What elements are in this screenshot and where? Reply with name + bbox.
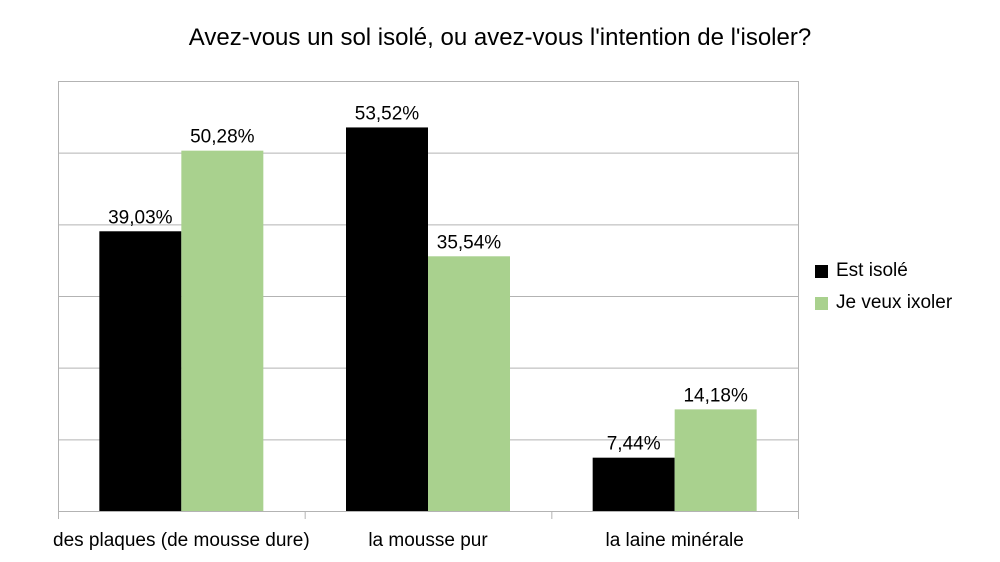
legend-item-est-isole: Est isolé — [815, 255, 952, 287]
legend-swatch-je-veux-ixoler — [815, 296, 828, 310]
data-label: 14,18% — [683, 385, 748, 406]
bar — [181, 150, 264, 511]
bar — [346, 127, 428, 511]
x-tick-label: des plaques (de mousse dure) — [53, 530, 310, 551]
bar — [674, 409, 757, 511]
data-label: 50,28% — [190, 127, 255, 148]
chart-title: Avez-vous un sol isolé, ou avez-vous l'i… — [188, 24, 812, 51]
data-label: 7,44% — [607, 434, 661, 455]
data-label: 53,52% — [355, 103, 420, 124]
legend-swatch-est-isole — [815, 264, 828, 278]
bar — [428, 256, 510, 511]
bar — [592, 457, 675, 511]
x-tick-label: la laine minérale — [605, 530, 743, 551]
data-label: 35,54% — [437, 232, 502, 253]
data-label: 39,03% — [108, 207, 173, 228]
bar — [99, 231, 182, 511]
x-tick-label: la mousse pur — [368, 530, 488, 551]
legend-label-est-isole: Est isolé — [836, 260, 908, 281]
legend-item-je-veux-ixoler: Je veux ixoler — [815, 287, 952, 319]
legend: Est isolé Je veux ixoler — [815, 255, 952, 319]
legend-label-je-veux-ixoler: Je veux ixoler — [836, 292, 953, 313]
